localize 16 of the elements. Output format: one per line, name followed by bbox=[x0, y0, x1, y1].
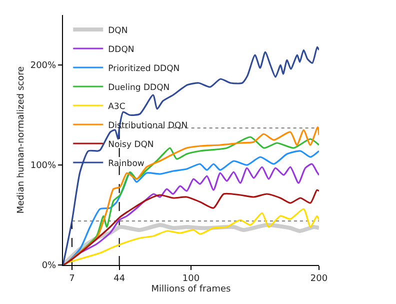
y-tick-label: 100% bbox=[30, 161, 57, 172]
x-tick-label: 44 bbox=[114, 274, 126, 284]
x-axis-title: Millions of frames bbox=[151, 284, 232, 295]
legend-label: DQN bbox=[108, 26, 128, 36]
legend-label: Prioritized DDQN bbox=[108, 64, 180, 74]
x-tick-label: 7 bbox=[69, 274, 75, 284]
legend-label: DDQN bbox=[108, 44, 134, 55]
legend-label: A3C bbox=[108, 102, 126, 112]
x-tick-label: 200 bbox=[310, 274, 328, 284]
legend-label: Rainbow bbox=[108, 158, 144, 169]
y-tick-label: 200% bbox=[30, 61, 57, 72]
x-tick-label: 100 bbox=[182, 274, 200, 284]
legend-label: Dueling DDQN bbox=[108, 82, 170, 93]
y-tick-label: 0% bbox=[42, 261, 57, 272]
y-axis-title: Median human-normalized score bbox=[16, 66, 27, 214]
legend-label: Noisy DQN bbox=[108, 140, 154, 150]
